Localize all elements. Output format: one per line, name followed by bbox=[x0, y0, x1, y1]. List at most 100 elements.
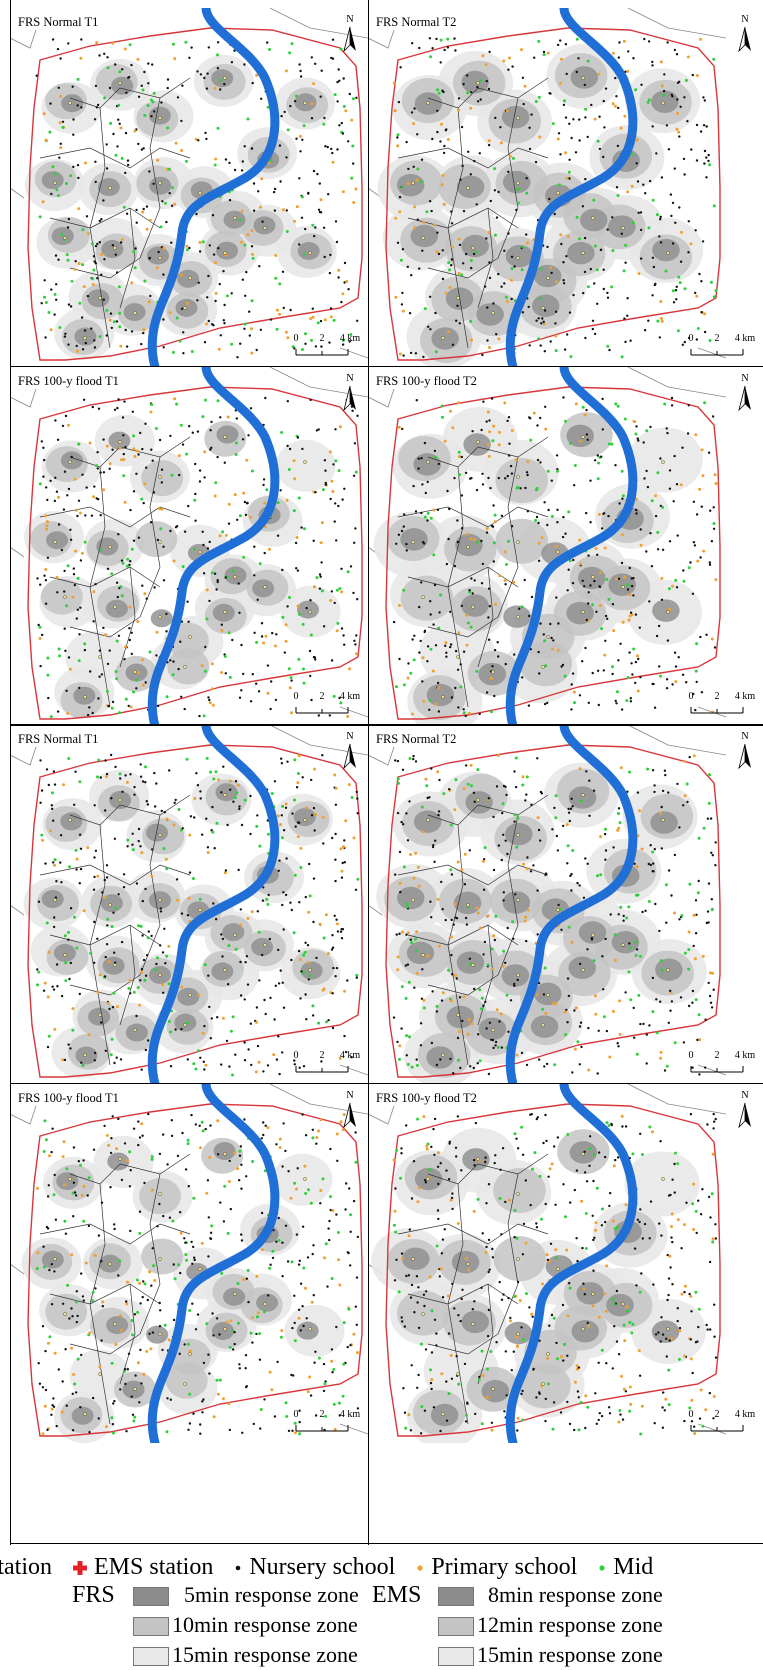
map-canvas bbox=[10, 1084, 368, 1443]
response-zones bbox=[377, 43, 704, 367]
ems-8min-label: 8min response zone bbox=[488, 1582, 663, 1607]
panel-divider bbox=[10, 1543, 763, 1544]
map-panel: FRS 100-y flood T2 N 0 2 4 km bbox=[368, 1084, 763, 1443]
north-label: N bbox=[741, 14, 749, 25]
map-layers bbox=[10, 1084, 368, 1443]
response-zones bbox=[371, 1127, 706, 1443]
district-boundary bbox=[427, 616, 499, 638]
district-boundary bbox=[397, 1223, 549, 1245]
district-boundary bbox=[119, 207, 136, 309]
map-layers bbox=[368, 1084, 727, 1443]
study-area-boundary bbox=[385, 1103, 721, 1437]
scale-tick-label: 0 bbox=[293, 1050, 299, 1061]
map-canvas bbox=[368, 725, 727, 1084]
map-layers bbox=[10, 8, 368, 367]
response-zones bbox=[23, 414, 341, 719]
district-boundary bbox=[427, 794, 549, 826]
study-area-boundary bbox=[27, 27, 363, 361]
north-label: N bbox=[741, 373, 749, 384]
scale-tick-label: 0 bbox=[688, 1050, 694, 1061]
river bbox=[505, 1084, 638, 1443]
district-boundary bbox=[497, 814, 519, 976]
scale-tick-label: 4 km bbox=[734, 691, 756, 702]
ems-15min-label: 15min response zone bbox=[477, 1642, 663, 1667]
ems-12min-swatch bbox=[438, 1617, 474, 1636]
district-boundary bbox=[89, 466, 111, 708]
scale-tick-label: 0 bbox=[293, 691, 299, 702]
panel-title: FRS Normal T1 bbox=[16, 732, 101, 747]
district-boundary bbox=[407, 207, 519, 229]
district-boundary bbox=[397, 147, 549, 169]
district-boundary bbox=[139, 814, 161, 976]
frs-15min-swatch bbox=[133, 1647, 169, 1666]
map-panel: FRS Normal T1 N 0 2 4 km bbox=[10, 8, 368, 367]
north-arrow-icon: N bbox=[735, 1090, 755, 1130]
district-boundary bbox=[477, 566, 494, 668]
ems-8min-swatch bbox=[438, 1587, 474, 1606]
panel-divider bbox=[10, 1083, 763, 1084]
legend-item-nursery-school: Nursery school bbox=[233, 1552, 395, 1582]
district-boundary bbox=[447, 107, 469, 349]
district-boundary bbox=[139, 456, 161, 618]
district-boundary bbox=[39, 147, 191, 169]
district-boundary bbox=[69, 1153, 191, 1185]
scale-tick-label: 4 km bbox=[339, 1050, 361, 1061]
river bbox=[505, 8, 638, 367]
scale-bar: 0 2 4 km bbox=[284, 333, 362, 359]
district-boundary bbox=[447, 466, 469, 708]
district-boundary bbox=[427, 1153, 549, 1185]
map-canvas bbox=[10, 367, 368, 725]
district-boundary bbox=[89, 1183, 111, 1425]
study-area-boundary bbox=[385, 744, 721, 1078]
scale-bar: 0 2 4 km bbox=[284, 691, 362, 717]
legend-item-middle-school: Mid bbox=[597, 1552, 653, 1582]
district-boundary bbox=[39, 506, 191, 528]
scale-tick-label: 4 km bbox=[734, 1050, 756, 1061]
map-panel: FRS 100-y flood T1 N 0 2 4 km bbox=[10, 367, 368, 725]
study-area-boundary bbox=[385, 386, 721, 720]
map-canvas bbox=[10, 8, 368, 367]
scale-bar: 0 2 4 km bbox=[284, 1050, 362, 1076]
panel-divider bbox=[368, 0, 369, 1545]
panel-title: FRS Normal T2 bbox=[374, 732, 459, 747]
panel-title: FRS 100-y flood T1 bbox=[16, 1091, 121, 1106]
map-canvas bbox=[368, 1084, 727, 1443]
frs-5min-swatch bbox=[133, 1587, 169, 1606]
district-boundary bbox=[69, 77, 191, 109]
district-boundary bbox=[69, 1333, 141, 1355]
panel-title: FRS 100-y flood T2 bbox=[374, 1091, 479, 1106]
map-panel: FRS Normal T2 N 0 2 4 km bbox=[368, 8, 763, 367]
scale-tick-label: 4 km bbox=[734, 1409, 756, 1420]
study-area-boundary bbox=[385, 27, 721, 361]
north-arrow-icon: N bbox=[735, 731, 755, 771]
scale-tick-label: 4 km bbox=[339, 333, 361, 344]
scale-tick-label: 4 km bbox=[339, 691, 361, 702]
scale-tick-label: 2 bbox=[714, 1409, 720, 1420]
panel-title: FRS 100-y flood T1 bbox=[16, 374, 121, 389]
map-panel: FRS 100-y flood T1 N 0 2 4 km bbox=[10, 1084, 368, 1443]
district-boundary bbox=[69, 616, 141, 638]
district-boundary bbox=[427, 1333, 499, 1355]
legend-label-ems-station: EMS station bbox=[94, 1554, 214, 1580]
scale-tick-label: 0 bbox=[688, 1409, 694, 1420]
north-arrow-icon: N bbox=[340, 373, 360, 413]
map-canvas bbox=[368, 8, 727, 367]
ems-12min-label: 12min response zone bbox=[477, 1612, 663, 1637]
scale-tick-label: 4 km bbox=[734, 333, 756, 344]
district-boundary bbox=[119, 566, 136, 668]
district-boundary bbox=[447, 1183, 469, 1425]
panel-divider bbox=[10, 366, 763, 367]
black-dot-icon bbox=[236, 1566, 241, 1571]
district-boundary bbox=[39, 1223, 191, 1245]
green-dot-icon bbox=[599, 1565, 605, 1572]
scale-tick-label: 2 bbox=[319, 1409, 325, 1420]
response-zones bbox=[23, 769, 341, 1079]
legend-label-middle-school: Mid bbox=[613, 1554, 654, 1580]
river bbox=[147, 1084, 280, 1443]
study-area-boundary bbox=[27, 386, 363, 720]
frs-15min-label: 15min response zone bbox=[172, 1642, 358, 1667]
panel-title: FRS Normal T2 bbox=[374, 15, 459, 30]
map-layers bbox=[10, 367, 368, 725]
district-boundary bbox=[39, 864, 191, 886]
panel-title: FRS Normal T1 bbox=[16, 15, 101, 30]
